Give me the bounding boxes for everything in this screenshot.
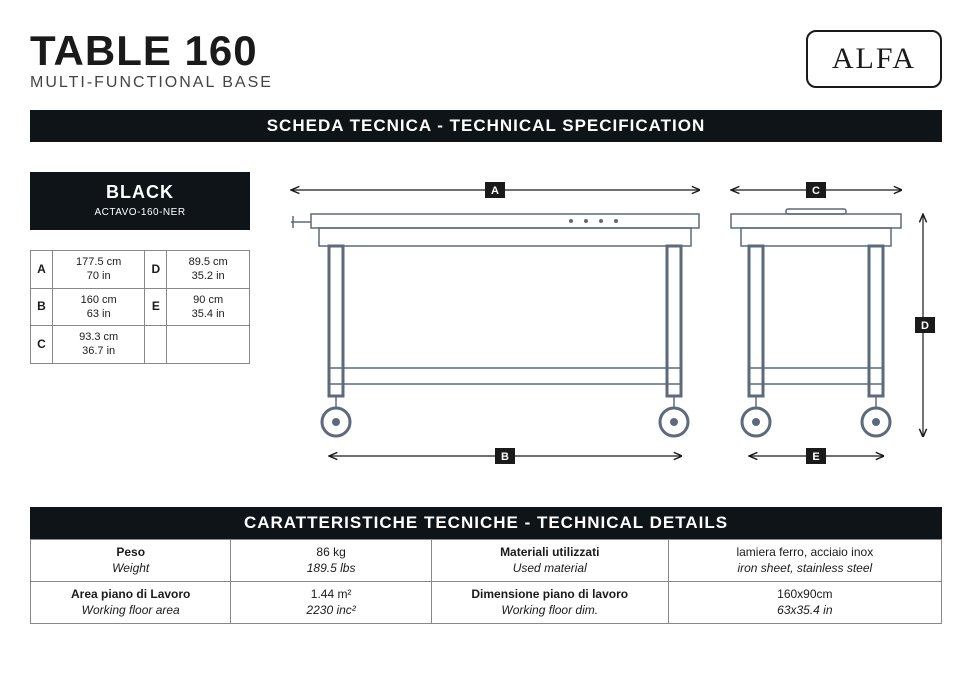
caster-icon	[322, 396, 350, 436]
detail-value-weight: 86 kg 189.5 lbs	[231, 540, 431, 582]
dim-label-e: E	[145, 288, 167, 326]
detail-value-floorarea: 1.44 m² 2230 inc²	[231, 582, 431, 624]
dim-value-d: 89.5 cm 35.2 in	[167, 251, 250, 289]
title-block: TABLE 160 MULTI-FUNCTIONAL BASE	[30, 30, 273, 92]
svg-text:B: B	[501, 451, 509, 463]
detail-label-floorarea: Area piano di Lavoro Working floor area	[31, 582, 231, 624]
table-diagram: A	[280, 172, 942, 472]
svg-text:D: D	[921, 320, 929, 332]
table-row: A 177.5 cm 70 in D 89.5 cm 35.2 in	[31, 251, 250, 289]
dim-value-e: 90 cm 35.4 in	[167, 288, 250, 326]
dim-label-d: D	[145, 251, 167, 289]
empty-cell	[145, 326, 167, 364]
header: TABLE 160 MULTI-FUNCTIONAL BASE ALFA	[30, 30, 942, 92]
detail-value-material: lamiera ferro, acciaio inox iron sheet, …	[668, 540, 941, 582]
detail-label-weight: Peso Weight	[31, 540, 231, 582]
color-box: BLACK ACTAVO-160-NER	[30, 172, 250, 230]
svg-text:A: A	[491, 185, 499, 197]
page-title: TABLE 160	[30, 30, 273, 72]
dimensions-table: A 177.5 cm 70 in D 89.5 cm 35.2 in B 160…	[30, 250, 250, 364]
table-row: Area piano di Lavoro Working floor area …	[31, 582, 942, 624]
table-row: Peso Weight 86 kg 189.5 lbs Materiali ut…	[31, 540, 942, 582]
details-table: Peso Weight 86 kg 189.5 lbs Materiali ut…	[30, 539, 942, 624]
dim-label-a: A	[31, 251, 53, 289]
color-name: BLACK	[30, 182, 250, 203]
dim-value-c: 93.3 cm 36.7 in	[53, 326, 145, 364]
table-row: B 160 cm 63 in E 90 cm 35.4 in	[31, 288, 250, 326]
tech-spec-bar: SCHEDA TECNICA - TECHNICAL SPECIFICATION	[30, 110, 942, 142]
table-row: C 93.3 cm 36.7 in	[31, 326, 250, 364]
mid-section: BLACK ACTAVO-160-NER A 177.5 cm 70 in D …	[30, 172, 942, 477]
caster-icon	[660, 396, 688, 436]
detail-value-floordim: 160x90cm 63x35.4 in	[668, 582, 941, 624]
detail-label-material: Materiali utilizzati Used material	[431, 540, 668, 582]
empty-cell	[167, 326, 250, 364]
svg-text:E: E	[812, 451, 819, 463]
brand-badge: ALFA	[806, 30, 942, 88]
page-subtitle: MULTI-FUNCTIONAL BASE	[30, 74, 273, 92]
svg-text:C: C	[812, 185, 820, 197]
dim-label-b: B	[31, 288, 53, 326]
dim-value-b: 160 cm 63 in	[53, 288, 145, 326]
diagram-area: A	[280, 172, 942, 477]
left-column: BLACK ACTAVO-160-NER A 177.5 cm 70 in D …	[30, 172, 250, 477]
tech-details-bar: CARATTERISTICHE TECNICHE - TECHNICAL DET…	[30, 507, 942, 539]
detail-label-floordim: Dimensione piano di lavoro Working floor…	[431, 582, 668, 624]
color-sku: ACTAVO-160-NER	[30, 207, 250, 218]
dim-value-a: 177.5 cm 70 in	[53, 251, 145, 289]
dim-label-c: C	[31, 326, 53, 364]
